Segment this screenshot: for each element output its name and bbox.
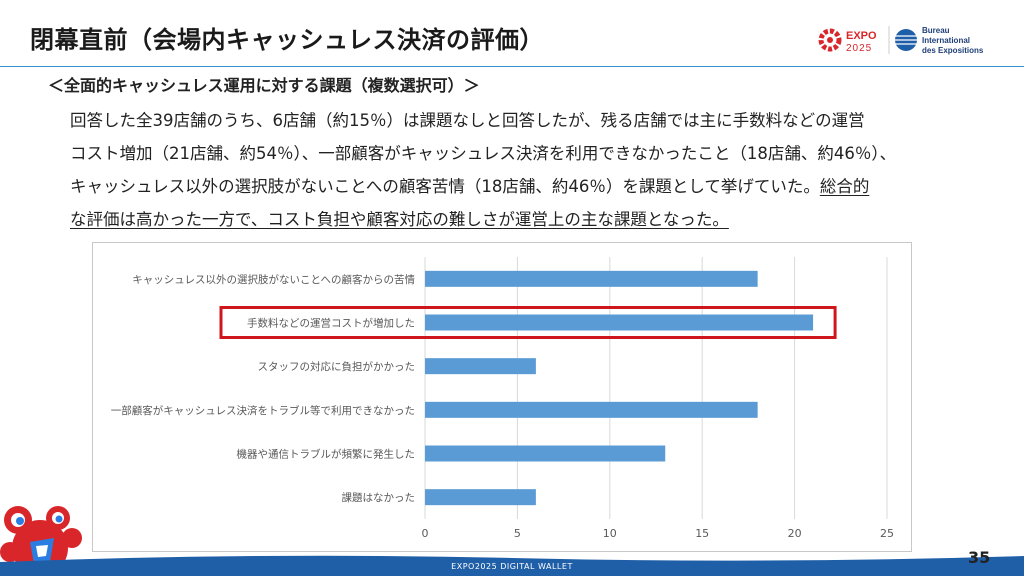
- summary-paragraph: 回答した全39店舗のうち、6店舗（約15％）は課題なしと回答したが、残る店舗では…: [70, 104, 990, 236]
- summary-line-4-underlined: な評価は高かった一方で、コスト負担や顧客対応の難しさが運営上の主な課題となった。: [70, 210, 729, 229]
- category-label: 課題はなかった: [342, 491, 416, 504]
- bar: [425, 489, 536, 506]
- section-subtitle: ＜全面的キャッシュレス運用に対する課題（複数選択可）＞: [48, 76, 480, 95]
- summary-line-4: な評価は高かった一方で、コスト負担や顧客対応の難しさが運営上の主な課題となった。: [70, 203, 990, 236]
- footer-bar: [0, 555, 1024, 576]
- page-title: 閉幕直前（会場内キャッシュレス決済の評価）: [30, 26, 545, 54]
- expo-logo-year: 2025: [846, 43, 872, 54]
- bar: [425, 401, 758, 418]
- x-tick-label: 5: [514, 527, 521, 540]
- summary-line-3-underlined: 総合的: [819, 177, 870, 196]
- bar: [425, 358, 536, 375]
- category-label: 一部顧客がキャッシュレス決済をトラブル等で利用できなかった: [111, 404, 415, 417]
- summary-line-2: コスト増加（21店舗、約54％）、一部顧客がキャッシュレス決済を利用できなかった…: [70, 144, 897, 163]
- summary-line-3: キャッシュレス以外の選択肢がないことへの顧客苦情（18店舗、約46％）を課題とし…: [70, 170, 990, 203]
- bar: [425, 270, 758, 287]
- bie-logo-line1: Bureau: [922, 26, 950, 35]
- x-tick-label: 20: [788, 527, 802, 540]
- category-label: 機器や通信トラブルが頻繁に発生した: [237, 448, 416, 461]
- issues-bar-chart: 0 5 10 15 20 25 キャッシュレス以外の選択肢がないことへの顧客からの苦情手数料…: [92, 242, 912, 552]
- bar: [425, 314, 814, 331]
- category-label: スタッフの対応に負担がかかった: [258, 360, 416, 373]
- footer-text: EXPO2025 DIGITAL WALLET: [451, 562, 573, 571]
- title-divider: [0, 66, 1024, 67]
- x-tick-label: 10: [603, 527, 617, 540]
- category-label: 手数料などの運営コストが増加した: [247, 317, 415, 330]
- highlight-box: [219, 306, 837, 339]
- header-logos: EXPO 2025 Bureau International des Expos…: [818, 26, 984, 55]
- expo-logo-text: EXPO: [846, 30, 877, 42]
- summary-line-3-plain: キャッシュレス以外の選択肢がないことへの顧客苦情（18店舗、約46％）を課題とし…: [70, 177, 820, 196]
- category-label: キャッシュレス以外の選択肢がないことへの顧客からの苦情: [132, 273, 415, 286]
- summary-line-1: 回答した全39店舗のうち、6店舗（約15％）は課題なしと回答したが、残る店舗では…: [70, 111, 865, 130]
- chart-canvas: 0 5 10 15 20 25 キャッシュレス以外の選択肢がないことへの顧客からの苦情手数料…: [111, 257, 894, 540]
- page-number: 35: [968, 548, 991, 567]
- x-tick-label: 0: [422, 527, 429, 540]
- bar: [425, 445, 666, 462]
- x-tick-label: 15: [695, 527, 709, 540]
- bie-logo-line3: des Expositions: [922, 46, 984, 55]
- bie-logo-line2: International: [922, 36, 970, 45]
- x-tick-label: 25: [880, 527, 894, 540]
- expo-logo-icon: EXPO 2025: [818, 28, 877, 54]
- bie-logo-icon: Bureau International des Expositions: [895, 26, 984, 55]
